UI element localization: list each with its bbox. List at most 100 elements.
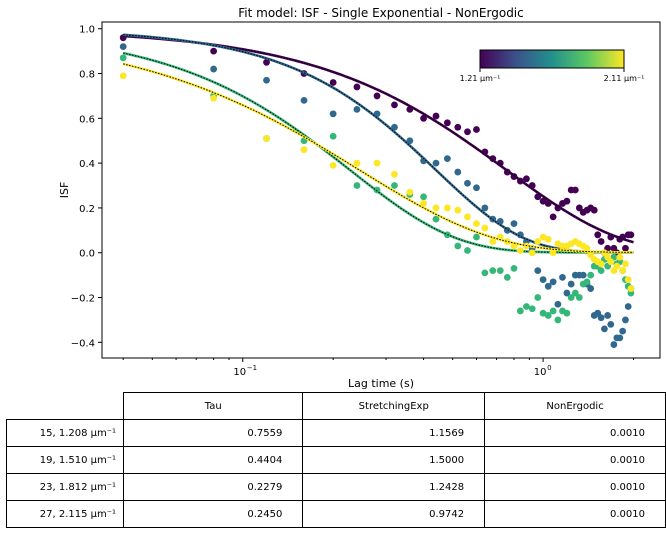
y-tick-label: 0.8 <box>79 70 95 81</box>
data-point <box>353 159 361 167</box>
plot-frame <box>101 21 661 359</box>
data-point <box>624 276 632 283</box>
data-point <box>510 265 518 272</box>
data-point <box>373 159 381 167</box>
data-point <box>597 314 605 322</box>
data-point <box>539 197 547 205</box>
data-point <box>523 175 530 183</box>
data-point <box>496 267 504 275</box>
data-point <box>473 220 480 228</box>
data-point <box>329 79 337 86</box>
column-header-stretching-exp: StretchingExp <box>302 392 486 420</box>
data-point <box>544 235 552 243</box>
stretching-exp-cell: 1.2428 <box>302 473 486 501</box>
data-point <box>534 294 542 301</box>
data-point <box>590 206 598 214</box>
table-row: 27, 2.115 μm⁻¹ 0.2450 0.9742 0.0010 <box>5 500 666 528</box>
data-point <box>391 101 398 109</box>
data-point <box>607 258 615 266</box>
y-tick-label: 1.0 <box>79 25 95 36</box>
data-point <box>563 197 571 205</box>
table-row: 23, 1.812 μm⁻¹ 0.2279 1.2428 0.0010 <box>5 473 666 501</box>
data-point <box>432 159 440 167</box>
data-point <box>432 204 440 212</box>
data-point <box>420 114 427 122</box>
colorbar-gradient <box>479 49 625 69</box>
stretching-exp-cell: 1.1569 <box>302 419 486 447</box>
data-point <box>539 276 547 283</box>
y-axis-label: ISF <box>58 182 71 199</box>
nonergodic-cell: 0.0010 <box>484 473 666 501</box>
tau-cell: 0.7559 <box>123 419 304 447</box>
data-point <box>534 238 542 245</box>
data-point <box>607 321 615 328</box>
nonergodic-cell: 0.0010 <box>484 500 666 528</box>
data-point <box>567 280 575 288</box>
data-point <box>559 273 566 281</box>
data-point <box>528 249 536 257</box>
data-point <box>601 325 608 333</box>
data-point <box>563 309 571 317</box>
data-point <box>594 231 602 239</box>
data-point <box>544 282 552 290</box>
column-header-tau: Tau <box>123 392 304 420</box>
x-axis-label: Lag time (s) <box>348 377 414 390</box>
data-point <box>549 213 557 221</box>
data-point <box>432 112 440 120</box>
fit-curve <box>122 62 634 254</box>
table-row: 15, 1.208 μm⁻¹ 0.7559 1.1569 0.0010 <box>5 419 666 447</box>
data-point <box>549 249 557 257</box>
data-point <box>443 155 451 163</box>
data-point <box>119 43 127 51</box>
row-label: 23, 1.812 μm⁻¹ <box>5 473 125 501</box>
data-point <box>583 244 591 252</box>
x-tick-exponent: −1 <box>247 364 257 372</box>
data-point <box>587 271 595 279</box>
data-point <box>627 231 635 239</box>
data-point <box>619 267 627 275</box>
data-point <box>481 269 489 277</box>
data-point <box>597 267 605 275</box>
data-point <box>263 58 270 66</box>
row-label: 27, 2.115 μm⁻¹ <box>5 500 125 528</box>
y-tick-label: −0.4 <box>71 338 95 349</box>
data-point <box>329 132 337 140</box>
stretching-exp-cell: 1.5000 <box>302 446 486 474</box>
data-point <box>619 327 627 335</box>
data-point <box>622 260 629 268</box>
stretching-exp-cell: 0.9742 <box>302 500 486 528</box>
data-point <box>534 267 542 275</box>
y-tick-label: 0.0 <box>79 249 95 260</box>
data-point <box>443 204 451 212</box>
data-point <box>549 307 557 315</box>
isf-chart: Fit model: ISF - Single Exponential - No… <box>58 6 661 390</box>
data-point <box>489 238 497 245</box>
data-point <box>539 309 547 317</box>
fit-curve-dotted <box>123 34 634 253</box>
data-point <box>473 126 480 133</box>
data-point <box>503 273 511 281</box>
data-point <box>391 170 398 178</box>
data-point <box>432 215 440 223</box>
data-point <box>616 253 624 261</box>
data-point <box>604 312 612 319</box>
data-point <box>549 278 557 286</box>
tau-cell: 0.2450 <box>123 500 304 528</box>
data-point <box>567 294 575 301</box>
data-point <box>119 72 127 80</box>
table-row: 19, 1.510 μm⁻¹ 0.4404 1.5000 0.0010 <box>5 446 666 474</box>
data-point <box>571 186 579 194</box>
data-point <box>610 341 618 348</box>
data-point <box>473 233 480 241</box>
data-point <box>571 289 579 297</box>
data-point <box>622 316 629 324</box>
data-point <box>353 83 361 91</box>
fit-curve-dotted <box>123 52 634 253</box>
data-point <box>489 267 497 275</box>
fit-parameters-table: Tau StretchingExp NonErgodic 15, 1.208 μ… <box>5 392 666 528</box>
table-header-row: Tau StretchingExp NonErgodic <box>6 392 666 420</box>
fit-curve-dotted <box>123 63 634 253</box>
tau-cell: 0.2279 <box>123 473 304 501</box>
data-point <box>464 179 471 187</box>
data-point <box>627 285 635 292</box>
